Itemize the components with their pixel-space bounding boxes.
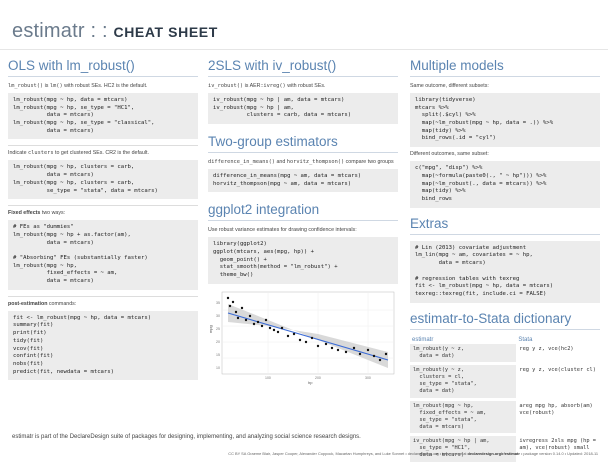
two-group-note: difference_in_means() and horvitz_thomps… <box>208 159 394 166</box>
ols-note: lm_robust() is lm() with robust SEs. HC2… <box>8 83 148 89</box>
code-block-iv[interactable]: iv_robust(mpg ~ hp | am, data = mtcars) … <box>208 92 398 125</box>
table-header-row: estimatr Stata <box>410 336 600 344</box>
divider <box>8 295 198 297</box>
divider <box>8 145 198 147</box>
column-2sls: 2SLS with iv_robust() iv_robust() is AER… <box>208 58 398 386</box>
y-tick-label: 20 <box>216 340 220 344</box>
clusters-note: Indicate clusters to get clustered SEs. … <box>8 150 149 157</box>
code-block-ggplot2[interactable]: library(ggplot2) ggplot(mtcars, aes(mpg,… <box>208 237 398 284</box>
code-block-outcomes[interactable]: c("mpg", "disp") %>% map(~formula(paste0… <box>410 161 600 208</box>
header: estimatr : : CHEAT SHEET <box>0 0 608 50</box>
y-tick-label: 10 <box>216 366 220 370</box>
fixed-effects-note: Fixed effects two ways: <box>8 210 66 217</box>
column-multiple-models: Multiple models Same outcome, different … <box>410 58 600 462</box>
table-row: iv_robust(mpg ~ hp | am, se_type = "HC1"… <box>410 436 600 462</box>
x-tick-label: 300 <box>365 376 371 380</box>
y-tick-label: 35 <box>216 301 220 305</box>
table-row: lm_robust(y ~ z, clusters = cl, se_type … <box>410 364 600 398</box>
regression-line <box>227 312 389 361</box>
estimatr-cell[interactable]: lm_robust(y ~ z, data = dat) <box>410 343 517 362</box>
scatter-plot-svg: mpg hp 100 200 300 10 15 20 25 30 35 <box>208 289 398 386</box>
stata-cell[interactable]: reg y z, vce(hc2) <box>519 345 574 352</box>
code-block-clusters[interactable]: lm_robust(mpg ~ hp, clusters = carb, dat… <box>8 160 198 200</box>
column-header-stata: Stata <box>518 336 533 343</box>
x-axis-label: hp <box>308 380 313 385</box>
table-row: lm_robust(y ~ z, data = dat) reg y z, vc… <box>410 343 600 362</box>
post-estimation-note: post-estimation commands: <box>8 300 77 307</box>
column-ols: OLS with lm_robust() lm_robust() is lm()… <box>8 58 198 384</box>
stata-cell[interactable]: ivregress 2sls mpg (hp = am), vce(robust… <box>519 438 596 452</box>
section-title-2sls: 2SLS with iv_robust() <box>208 58 398 77</box>
code-block-fixed-effects[interactable]: # FEs as "dummies" lm_robust(mpg ~ hp + … <box>8 220 198 290</box>
estimatr-cell[interactable]: lm_robust(y ~ z, clusters = cl, se_type … <box>410 364 517 398</box>
section-title-stata-dictionary: estimatr-to-Stata dictionary <box>410 311 600 330</box>
different-outcomes-note: Different outcomes, same subset: <box>410 151 489 158</box>
y-tick-label: 15 <box>216 353 220 357</box>
column-header-estimatr: estimatr <box>412 336 434 343</box>
data-points <box>226 296 388 362</box>
stata-dictionary-table: estimatr Stata lm_robust(y ~ z, data = d… <box>410 336 600 462</box>
learn-more-link[interactable]: declaredesign.org/r/estimatr <box>467 451 520 456</box>
y-axis-label: mpg <box>208 325 213 333</box>
estimatr-cell[interactable]: lm_robust(mpg ~ hp, fixed_effects = ~ am… <box>410 400 517 434</box>
code-block-post-estimation[interactable]: fit <- lm_robust(mpg ~ hp, data = mtcars… <box>8 310 198 381</box>
y-tick-label: 30 <box>216 314 220 318</box>
section-title-multiple-models: Multiple models <box>410 58 600 77</box>
stata-cell[interactable]: reg y z, vce(cluster cl) <box>519 366 596 373</box>
estimatr-cell[interactable]: iv_robust(mpg ~ hp | am, se_type = "HC1"… <box>410 436 517 462</box>
section-title-ggplot2: ggplot2 integration <box>208 202 398 222</box>
ggplot2-note: Use robust variance estimates for drawin… <box>208 227 357 234</box>
code-block-ols[interactable]: lm_robust(mpg ~ hp, data = mtcars) lm_ro… <box>8 92 198 140</box>
divider <box>8 205 198 207</box>
same-outcome-note: Same outcome, different subsets: <box>410 83 489 89</box>
page-title: estimatr : : CHEAT SHEET <box>12 20 218 42</box>
x-tick-label: 100 <box>265 376 271 380</box>
iv-note: iv_robust() is AER::ivreg() with robust … <box>208 83 326 89</box>
y-tick-label: 25 <box>216 327 220 331</box>
code-block-subsets[interactable]: library(tidyverse) mtcars %>% split(.$cy… <box>410 92 600 148</box>
footer-text: estimatr is part of the DeclareDesign su… <box>12 434 361 440</box>
code-block-two-group[interactable]: difference_in_means(mpg ~ am, data = mtc… <box>208 168 398 193</box>
code-block-extras[interactable]: # Lin (2013) covariate adjustment lm_lin… <box>410 240 600 303</box>
x-tick-label: 200 <box>315 376 321 380</box>
table-row: lm_robust(mpg ~ hp, fixed_effects = ~ am… <box>410 400 600 434</box>
section-title-two-group: Two-group estimators <box>208 134 398 154</box>
credits: CC BY SA Graeme Blair, Jasper Cooper, Al… <box>228 451 598 456</box>
scatter-plot: mpg hp 100 200 300 10 15 20 25 30 35 <box>208 289 398 386</box>
section-title-extras: Extras <box>410 216 600 235</box>
stata-cell[interactable]: areg mpg hp, absorb(am) vce(robust) <box>519 402 593 416</box>
section-title-ols: OLS with lm_robust() <box>8 58 198 77</box>
